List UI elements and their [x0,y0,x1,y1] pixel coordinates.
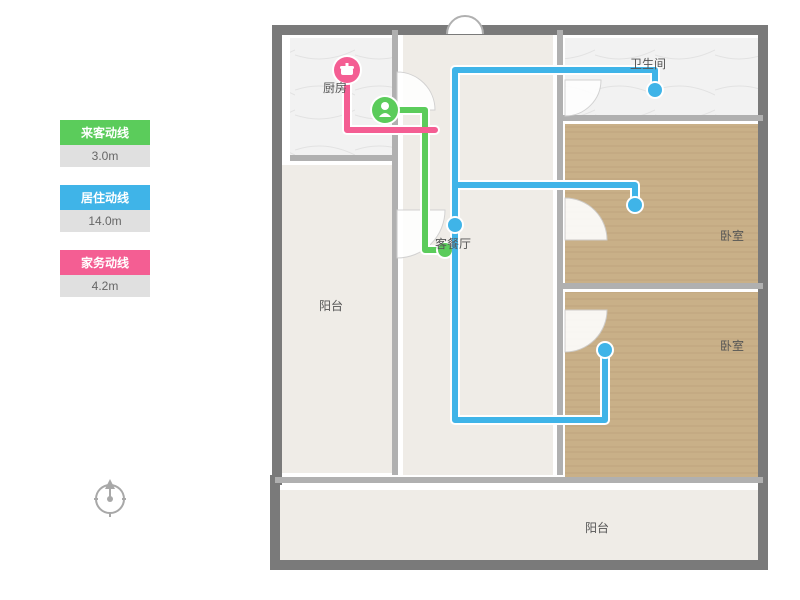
room-label: 客餐厅 [435,236,471,251]
person-icon [381,102,389,110]
room-label: 卫生间 [630,57,666,71]
path-endpoint [648,83,662,97]
legend-item-guest: 来客动线 3.0m [60,120,150,167]
room-label: 卧室 [720,338,744,353]
floorplan: 厨房阳台客餐厅卫生间卧室卧室阳台 [235,10,780,590]
legend-label: 来客动线 [60,120,150,145]
legend-label: 家务动线 [60,250,150,275]
room-balcony2 [275,490,763,565]
legend-value: 4.2m [60,275,150,297]
pot-icon [346,63,349,66]
legend: 来客动线 3.0m 居住动线 14.0m 家务动线 4.2m [60,120,150,315]
legend-value: 14.0m [60,210,150,232]
pot-icon [340,66,354,69]
entry-notch [447,16,483,34]
room-label: 卧室 [720,228,744,243]
path-endpoint [628,198,642,212]
floorplan-svg: 厨房阳台客餐厅卫生间卧室卧室阳台 [235,10,780,590]
legend-item-live: 居住动线 14.0m [60,185,150,232]
path-endpoint [598,343,612,357]
legend-label: 居住动线 [60,185,150,210]
room-label: 阳台 [319,298,343,313]
room-bath [565,38,760,116]
room-bed1 [565,124,763,284]
room-label: 厨房 [323,80,347,95]
room-balcony1 [277,165,392,473]
path-endpoint [448,218,462,232]
pot-icon [341,68,353,75]
legend-value: 3.0m [60,145,150,167]
room-label: 阳台 [585,520,609,535]
legend-item-chores: 家务动线 4.2m [60,250,150,297]
compass-icon [88,475,132,524]
